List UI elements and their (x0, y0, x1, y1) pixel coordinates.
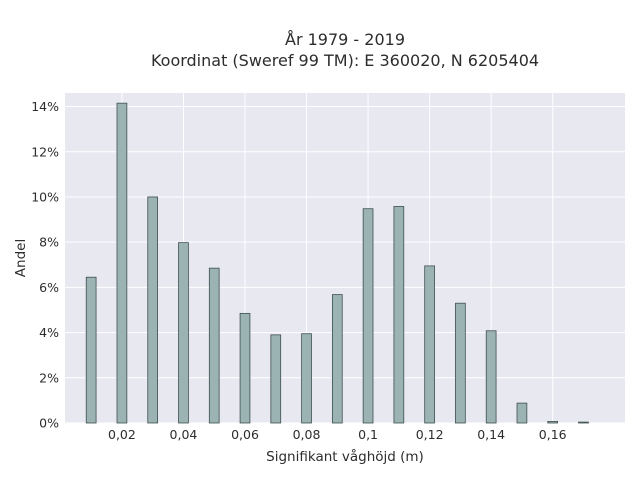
x-tick-label: 0,16 (539, 427, 567, 442)
histogram-bar (178, 242, 189, 424)
y-tick-label: 2% (39, 370, 59, 385)
histogram-bar (301, 333, 312, 424)
x-tick-labels: 0,02 0,04 0,06 0,08 0,1 0,12 0,14 0,16 (108, 427, 567, 442)
histogram-bar (239, 312, 251, 424)
histogram-bar (485, 330, 497, 424)
x-axis-title: Signifikant våghöjd (m) (266, 448, 424, 465)
y-tick-labels: 0% 2% 4% 6% 8% 10% 12% 14% (31, 99, 59, 430)
histogram-bar (393, 206, 405, 424)
histogram-bar (85, 276, 97, 424)
histogram-bar (270, 334, 282, 424)
histogram-bar (362, 208, 374, 424)
histogram-bar (578, 421, 589, 424)
bars (85, 102, 589, 424)
x-tick-label: 0,12 (416, 427, 444, 442)
y-tick-label: 6% (39, 280, 59, 295)
histogram-bar (455, 302, 466, 424)
x-tick-label: 0,1 (358, 427, 378, 442)
x-tick-label: 0,14 (477, 427, 505, 442)
y-tick-label: 14% (31, 99, 59, 114)
y-axis-title: Andel (13, 239, 29, 277)
histogram-bar (208, 267, 220, 424)
x-tick-label: 0,08 (293, 427, 321, 442)
y-tick-label: 10% (31, 189, 59, 204)
chart-subtitle: Koordinat (Sweref 99 TM): E 360020, N 62… (151, 51, 539, 70)
x-tick-label: 0,04 (170, 427, 198, 442)
y-tick-label: 0% (39, 416, 59, 431)
chart-title: År 1979 - 2019 (285, 30, 405, 49)
x-tick-label: 0,06 (231, 427, 259, 442)
y-tick-label: 12% (31, 144, 59, 159)
y-tick-label: 8% (39, 235, 59, 250)
histogram-bar (547, 421, 559, 424)
histogram-bar (116, 102, 128, 424)
histogram-bar (424, 265, 435, 424)
x-tick-label: 0,02 (108, 427, 136, 442)
histogram-bar (516, 402, 528, 424)
plot-area (65, 93, 625, 423)
y-tick-label: 4% (39, 325, 59, 340)
histogram-bar (147, 196, 159, 424)
histogram-bar (331, 294, 343, 424)
